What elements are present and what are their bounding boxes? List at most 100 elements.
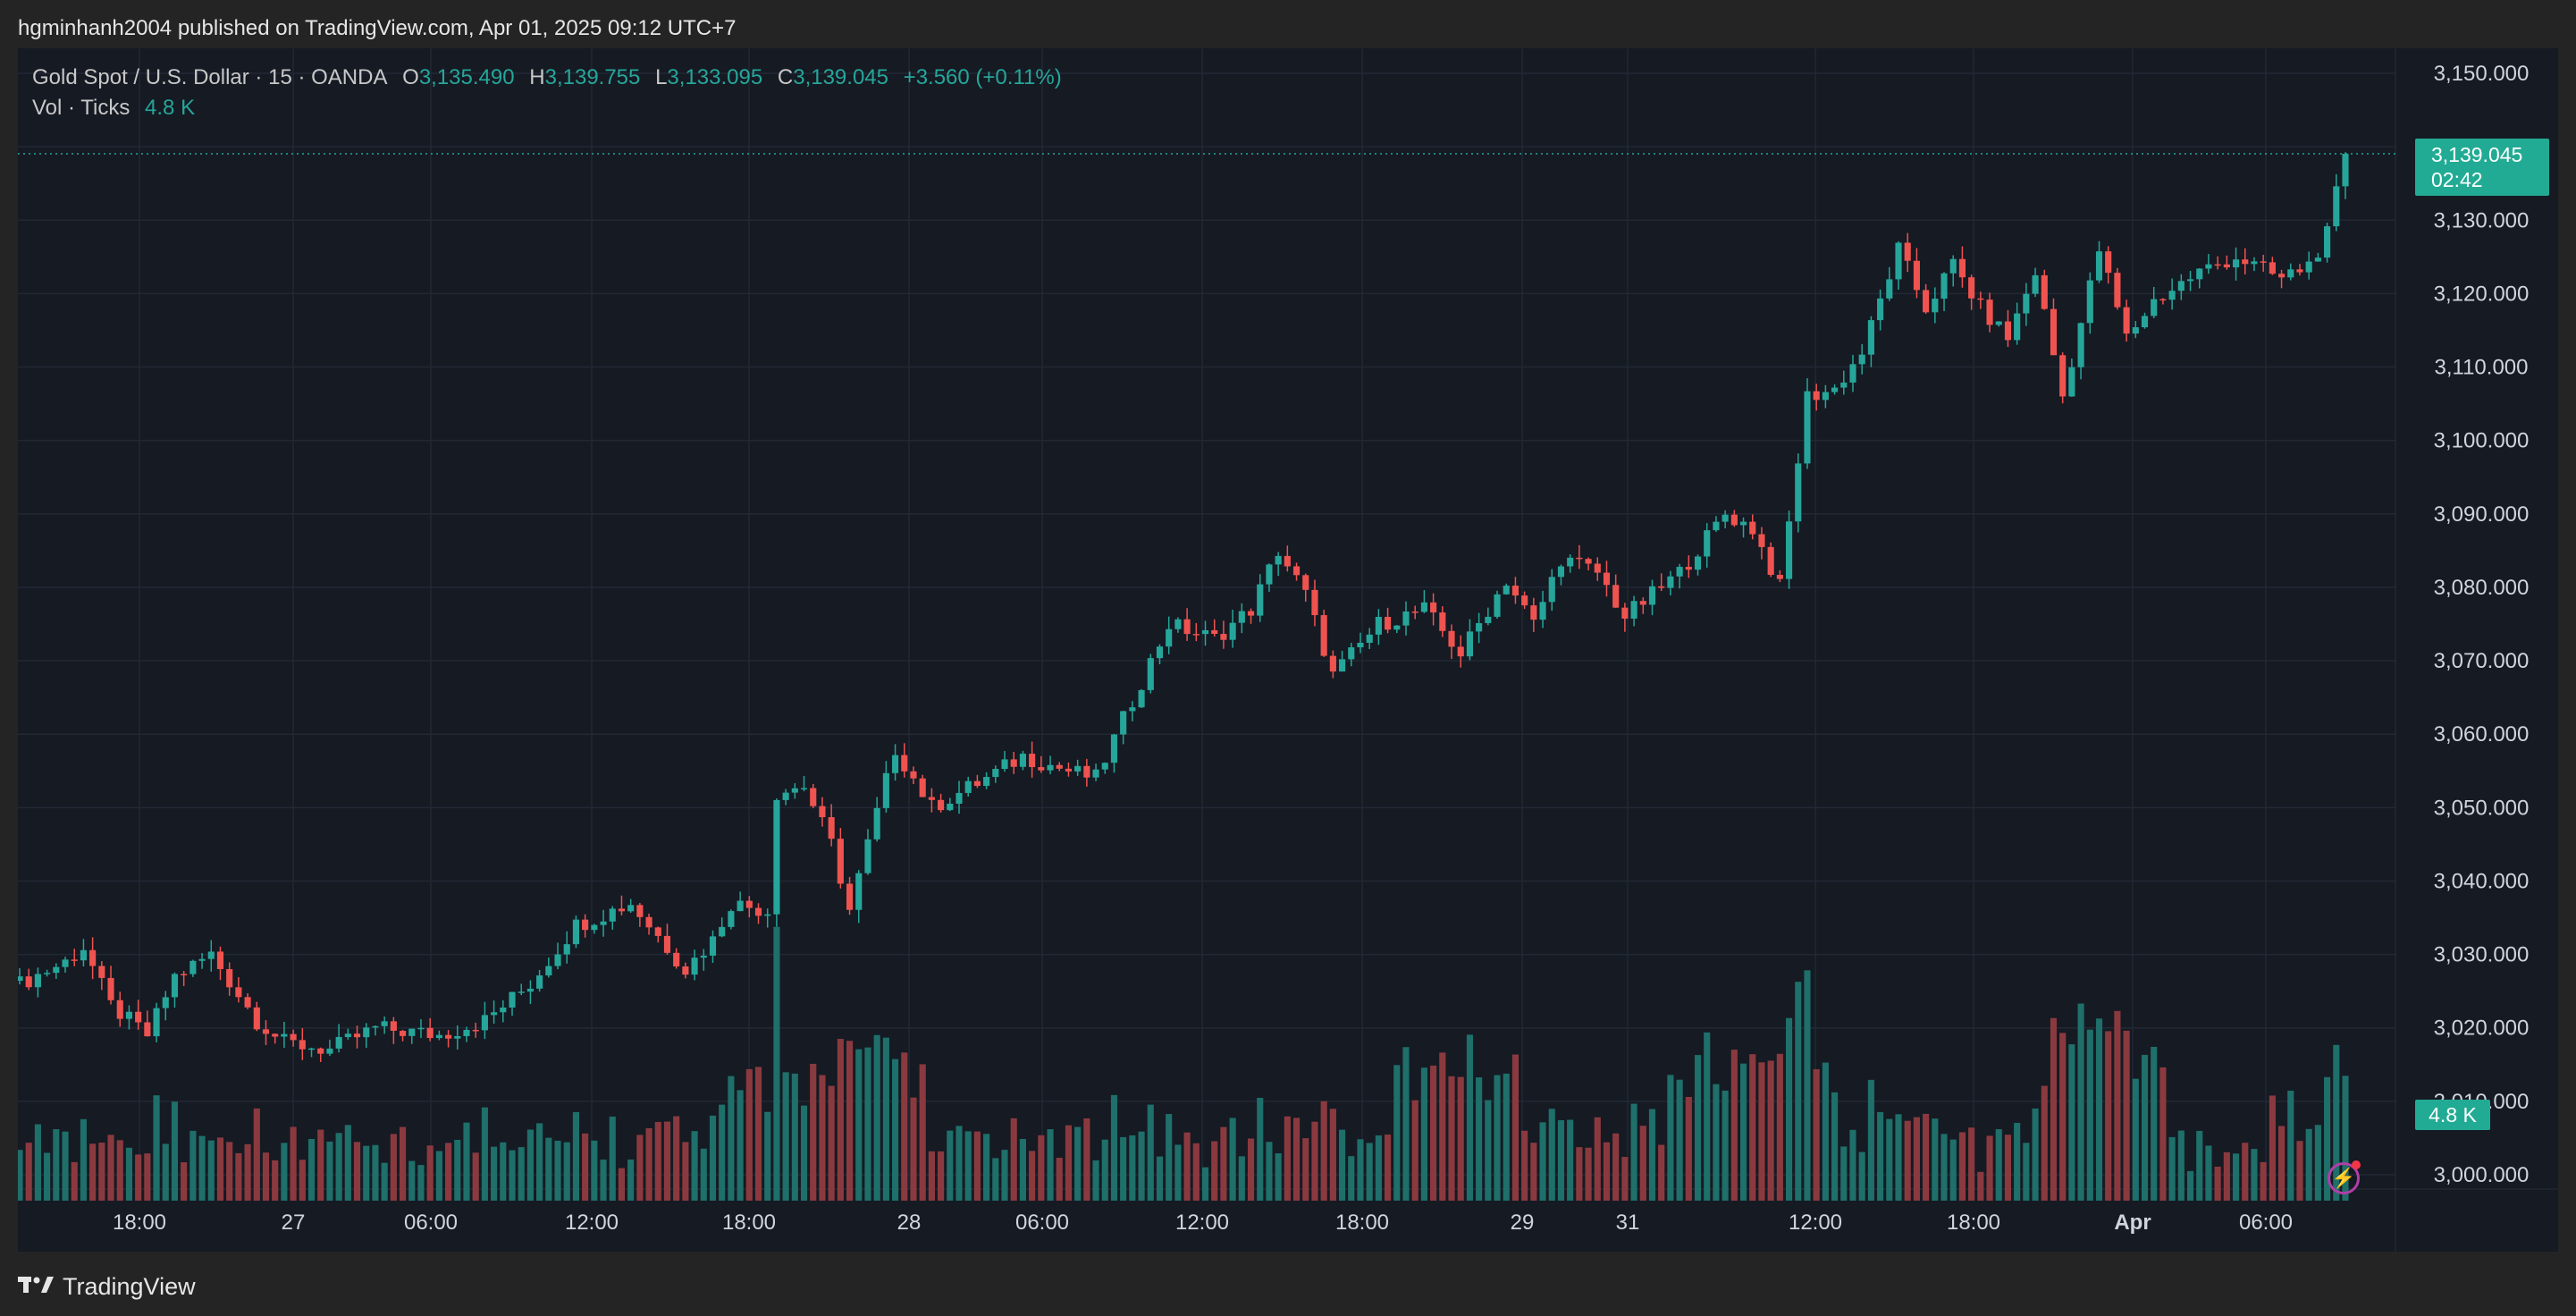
volume-bar: [1138, 1131, 1145, 1201]
volume-bar: [71, 1161, 78, 1201]
volume-bar: [1667, 1075, 1674, 1201]
close-label: C: [777, 65, 794, 89]
candle-body: [1704, 530, 1711, 557]
candle-body: [2132, 327, 2139, 334]
candle-body: [554, 954, 561, 966]
candlestick-chart[interactable]: 3,000.0003,010.0003,020.0003,030.0003,04…: [18, 48, 2558, 1252]
candle-body: [2068, 367, 2075, 397]
symbol-legend: Gold Spot / U.S. Dollar · 15 · OANDA O3,…: [32, 63, 1062, 123]
candle-body: [2168, 291, 2176, 300]
volume-bar: [181, 1162, 188, 1201]
volume-bar: [973, 1131, 981, 1201]
volume-bar: [2177, 1130, 2185, 1201]
volume-bar: [1685, 1096, 1692, 1201]
volume-bar: [2168, 1136, 2176, 1201]
volume-bar: [1785, 1017, 1793, 1201]
volume-bar: [873, 1034, 880, 1201]
volume-bar: [472, 1152, 479, 1201]
candle-body: [198, 958, 206, 961]
volume-bar: [1211, 1141, 1218, 1201]
volume-bar: [491, 1146, 498, 1201]
candle-body: [1311, 589, 1318, 616]
volume-bar: [563, 1142, 570, 1201]
volume-bar: [1292, 1118, 1301, 1201]
symbol-title[interactable]: Gold Spot / U.S. Dollar · 15 · OANDA: [32, 65, 388, 89]
candle-body: [62, 959, 69, 967]
candle-body: [1804, 391, 1811, 464]
candle-body: [810, 788, 817, 806]
candle-body: [1895, 242, 1902, 280]
chart-area[interactable]: 3,000.0003,010.0003,020.0003,030.0003,04…: [18, 48, 2558, 1252]
candle-body: [754, 907, 762, 916]
volume-bar: [153, 1095, 160, 1201]
candle-body: [1585, 559, 1592, 564]
volume-label[interactable]: Vol · Ticks: [32, 96, 130, 120]
volume-bar: [855, 1049, 863, 1201]
volume-bar: [892, 1059, 899, 1201]
candle-body: [1521, 595, 1528, 606]
volume-bar: [1010, 1118, 1017, 1201]
volume-bar: [700, 1148, 707, 1201]
candle-body: [18, 976, 23, 982]
volume-bar: [2196, 1130, 2203, 1201]
candle-body: [1749, 521, 1756, 535]
notification-dot: [2352, 1160, 2361, 1169]
volume-bar: [1019, 1138, 1027, 1201]
volume-bar: [2214, 1166, 2221, 1201]
volume-bar: [2050, 1017, 2058, 1201]
candle-body: [1758, 534, 1765, 547]
volume-bar: [1476, 1077, 1483, 1201]
volume-bar: [2314, 1125, 2321, 1201]
volume-bar: [445, 1143, 452, 1201]
volume-bar: [782, 1072, 789, 1201]
volume-bar: [1275, 1153, 1282, 1201]
volume-bar: [2077, 1003, 2084, 1201]
open-value: 3,135.490: [418, 65, 515, 89]
candle-body: [1156, 646, 1164, 659]
volume-bar: [1676, 1079, 1683, 1201]
candle-body: [764, 914, 771, 916]
x-axis-tick-label: 12:00: [1789, 1211, 1842, 1235]
x-axis-tick-label: Apr: [2114, 1211, 2151, 1235]
x-axis-tick-label: 31: [1616, 1211, 1640, 1235]
candle-body: [372, 1025, 379, 1028]
x-axis-tick-label: 18:00: [722, 1211, 776, 1235]
candle-body: [1138, 689, 1145, 708]
volume-bar: [1932, 1118, 1939, 1201]
candle-body: [2014, 313, 2021, 341]
volume-bar: [1311, 1121, 1318, 1201]
candle-body: [1548, 577, 1555, 603]
volume-bar: [162, 1143, 169, 1201]
volume-bar: [171, 1101, 179, 1201]
candle-body: [153, 1008, 160, 1037]
volume-bar: [1630, 1103, 1637, 1201]
candle-body: [2023, 293, 2030, 314]
candle-body: [463, 1029, 470, 1036]
volume-bar: [80, 1118, 87, 1201]
tradingview-logo-icon[interactable]: [18, 1273, 54, 1301]
volume-bar: [34, 1124, 41, 1201]
volume-bar: [663, 1121, 671, 1201]
candle-body: [938, 799, 945, 811]
volume-bar: [1603, 1142, 1611, 1201]
y-axis-tick-label: 3,090.000: [2434, 502, 2530, 527]
volume-bar: [307, 1138, 316, 1201]
lightning-bolt-icon[interactable]: ⚡: [2328, 1162, 2360, 1194]
y-axis-tick-label: 3,020.000: [2434, 1017, 2530, 1041]
candle-body: [125, 1011, 133, 1019]
volume-bar: [518, 1147, 525, 1201]
volume-bar: [1338, 1129, 1346, 1201]
candle-body: [1713, 521, 1720, 531]
volume-bar: [1047, 1129, 1054, 1201]
candle-body: [2141, 316, 2149, 328]
volume-bar: [372, 1144, 379, 1201]
volume-bar: [1038, 1135, 1045, 1201]
x-axis-tick-label: 18:00: [1335, 1211, 1389, 1235]
volume-bar: [390, 1134, 397, 1201]
volume-bar: [1420, 1067, 1427, 1201]
volume-bar: [1567, 1119, 1574, 1201]
y-axis-tick-label: 3,150.000: [2434, 62, 2530, 86]
candle-body: [1019, 754, 1027, 767]
volume-bar: [2242, 1143, 2249, 1201]
volume-bar: [2324, 1076, 2331, 1201]
